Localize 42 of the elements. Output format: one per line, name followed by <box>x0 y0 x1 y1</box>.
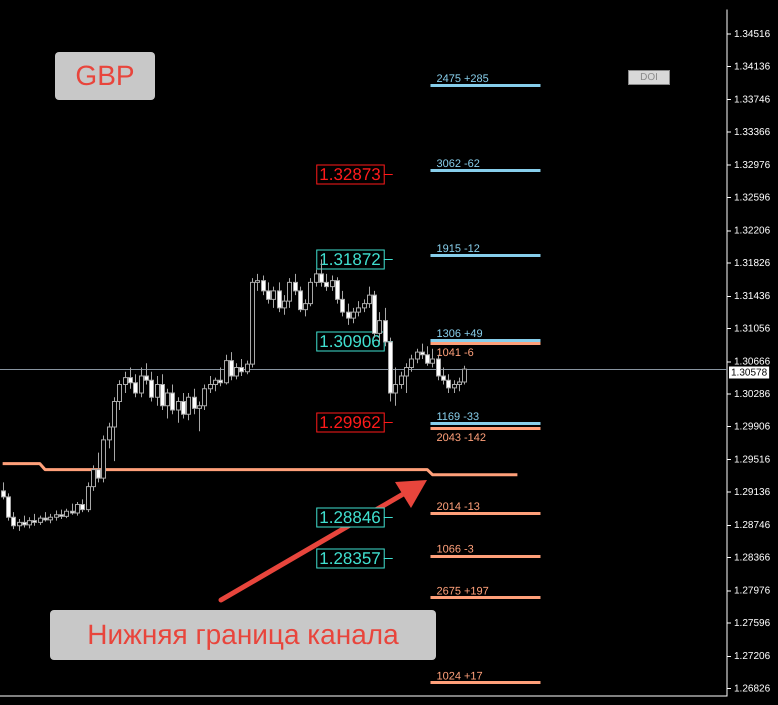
y-tick-label: 1.30666 <box>734 356 771 368</box>
y-tick-label: 1.29136 <box>734 486 771 498</box>
annotation: 1306 +49 <box>436 328 483 340</box>
y-tick-label: 1.33366 <box>734 126 771 138</box>
ref-line-label: 1.31872 <box>319 250 381 270</box>
y-tick-label: 1.30286 <box>734 388 771 400</box>
annotation: 3062 -62 <box>436 158 480 170</box>
y-tick-label: 1.31826 <box>734 258 771 269</box>
y-tick-label: 1.26826 <box>734 683 771 694</box>
annotation: 1915 -12 <box>436 243 480 256</box>
annotation: 1024 +17 <box>436 670 483 682</box>
y-tick-label: 1.29906 <box>734 421 771 432</box>
y-tick-label: 1.28746 <box>734 520 771 532</box>
ref-line-label: 1.28357 <box>319 549 381 568</box>
text: GBP <box>55 52 155 100</box>
y-tick-label: 1.33746 <box>734 94 771 106</box>
y-tick-label: 1.32596 <box>734 192 771 204</box>
y-tick-label: 1.29516 <box>734 454 771 466</box>
y-tick-label: 1.31436 <box>734 291 771 302</box>
annotation: 1169 -33 <box>436 410 480 423</box>
y-tick-label: 1.31056 <box>734 323 771 334</box>
annotation: 1041 -6 <box>436 346 474 359</box>
y-tick-label: 1.34516 <box>734 28 771 40</box>
ref-line-label: 1.32873 <box>319 165 381 184</box>
ref-line-label: 1.30906 <box>319 332 381 352</box>
annotation: 2043 -142 <box>436 432 486 444</box>
ref-line-label: 1.28846 <box>319 508 381 528</box>
annotation: Нижняя граница канала <box>50 610 436 660</box>
y-tick-label: 1.32976 <box>734 160 771 171</box>
y-tick-label: 1.27206 <box>734 651 771 662</box>
annotation: 2675 +197 <box>436 585 489 598</box>
y-tick-label: 1.27976 <box>734 586 771 597</box>
y-tick-label: 1.27596 <box>734 618 771 629</box>
annotation: 1066 -3 <box>436 544 474 556</box>
y-tick-label: 1.34136 <box>734 61 771 72</box>
ref-line-label: 1.29962 <box>319 413 381 432</box>
annotation: 2475 +285 <box>436 72 489 85</box>
y-tick-label: 1.28366 <box>734 552 771 564</box>
y-tick-label: 1.32206 <box>734 226 771 237</box>
ref-line-label: 1.30578 <box>731 367 768 378</box>
annotation: DOI <box>628 70 670 85</box>
annotation: 2014 -13 <box>436 501 480 514</box>
